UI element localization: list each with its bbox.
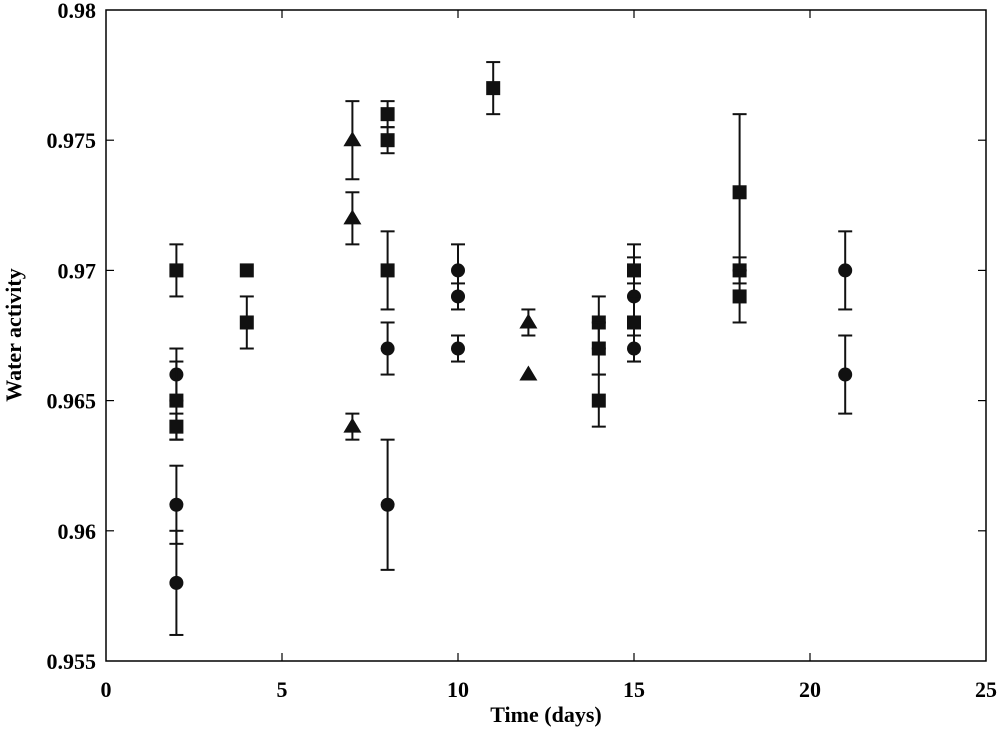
triangle-point: [343, 209, 362, 225]
y-tick-label: 0.97: [58, 258, 97, 283]
y-tick-label: 0.98: [58, 0, 97, 23]
square-point: [239, 315, 254, 330]
square-point: [169, 419, 184, 434]
square-point: [169, 263, 184, 278]
circle-point: [169, 575, 184, 590]
circle-point: [451, 341, 465, 356]
y-tick-label: 0.955: [47, 649, 97, 674]
triangle-point: [343, 417, 362, 433]
x-tick-label: 0: [101, 677, 112, 702]
square-point: [486, 81, 501, 96]
x-tick-label: 15: [623, 677, 645, 702]
circle-point: [838, 263, 853, 278]
square-point: [732, 185, 747, 200]
x-axis-title: Time (days): [490, 702, 601, 727]
triangle-point: [519, 313, 538, 329]
data-marks: [169, 61, 853, 636]
square-point: [591, 341, 606, 356]
axis-ticks: 0 5 10 15 20 25 0.955 0.96 0.965 0.97 0.975 0.98: [47, 0, 998, 702]
circle-point: [380, 341, 395, 356]
circle-point: [380, 497, 395, 512]
y-axis-title: Water activity: [1, 268, 26, 401]
square-point: [591, 393, 606, 408]
circle-point: [451, 263, 465, 278]
square-point: [239, 263, 254, 278]
circle-point: [451, 289, 465, 304]
square-point: [380, 263, 395, 278]
x-tick-label: 10: [447, 677, 469, 702]
x-tick-label: 5: [277, 677, 288, 702]
circle-point: [169, 497, 184, 512]
square-point: [380, 107, 395, 122]
triangle-point: [343, 131, 362, 147]
triangle-point: [519, 365, 538, 381]
square-point: [380, 133, 395, 148]
circle-point: [838, 367, 853, 382]
y-tick-label: 0.975: [47, 128, 97, 153]
x-tick-label: 25: [975, 677, 997, 702]
square-point: [169, 393, 184, 408]
square-point: [627, 315, 641, 330]
plot-area-frame: [105, 9, 987, 662]
x-tick-label: 20: [799, 677, 821, 702]
square-point: [627, 263, 641, 278]
square-point: [732, 289, 747, 304]
y-tick-label: 0.96: [58, 519, 97, 544]
y-tick-label: 0.965: [47, 389, 97, 414]
